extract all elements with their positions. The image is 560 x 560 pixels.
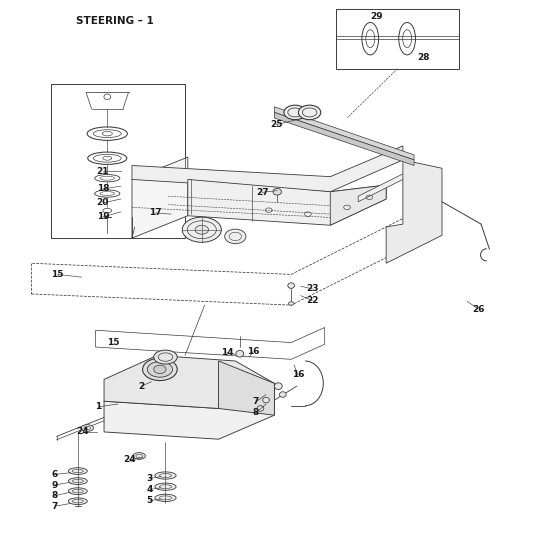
Text: 4: 4 [147, 485, 153, 494]
Text: 17: 17 [148, 208, 161, 217]
Text: 16: 16 [292, 371, 304, 380]
Text: 24: 24 [77, 427, 89, 436]
Text: 9: 9 [52, 480, 58, 489]
Ellipse shape [284, 105, 306, 120]
Polygon shape [358, 168, 425, 202]
Ellipse shape [154, 350, 177, 364]
Ellipse shape [274, 383, 282, 390]
Ellipse shape [155, 472, 176, 479]
Ellipse shape [182, 217, 221, 242]
Text: 8: 8 [52, 491, 58, 500]
Text: 24: 24 [123, 455, 136, 464]
Ellipse shape [225, 229, 246, 244]
Text: 8: 8 [253, 408, 259, 417]
Text: 28: 28 [417, 53, 430, 62]
Polygon shape [218, 361, 274, 415]
Polygon shape [274, 107, 414, 160]
Polygon shape [132, 146, 403, 192]
Text: 29: 29 [370, 12, 382, 21]
Ellipse shape [68, 498, 87, 505]
Ellipse shape [143, 358, 177, 381]
Polygon shape [188, 179, 386, 225]
Polygon shape [274, 113, 414, 166]
Ellipse shape [236, 351, 244, 357]
Ellipse shape [279, 392, 286, 397]
Ellipse shape [81, 424, 94, 431]
Text: 20: 20 [97, 198, 109, 207]
Polygon shape [104, 384, 274, 439]
Text: 7: 7 [52, 502, 58, 511]
Polygon shape [330, 185, 386, 225]
Polygon shape [132, 157, 188, 238]
Bar [51, 85, 185, 238]
Text: 15: 15 [52, 270, 64, 279]
Text: 5: 5 [147, 496, 153, 505]
Ellipse shape [288, 302, 294, 305]
Text: 14: 14 [221, 348, 234, 357]
Ellipse shape [154, 365, 166, 374]
Ellipse shape [155, 494, 176, 502]
Text: 26: 26 [472, 305, 484, 314]
Text: 23: 23 [306, 284, 319, 293]
Polygon shape [386, 160, 442, 263]
Ellipse shape [68, 478, 87, 484]
Text: 21: 21 [97, 166, 109, 176]
Text: 2: 2 [138, 381, 144, 391]
Text: 7: 7 [253, 397, 259, 406]
Text: 6: 6 [52, 470, 58, 479]
Ellipse shape [288, 283, 295, 288]
Text: STEERING – 1: STEERING – 1 [76, 16, 154, 26]
Ellipse shape [133, 452, 146, 459]
Text: 15: 15 [108, 338, 120, 347]
Text: 27: 27 [256, 188, 268, 197]
Ellipse shape [257, 405, 264, 411]
Text: 19: 19 [97, 212, 109, 221]
Text: 22: 22 [306, 296, 319, 305]
Ellipse shape [273, 188, 281, 195]
Text: 3: 3 [147, 474, 153, 483]
Ellipse shape [195, 225, 208, 234]
Text: 25: 25 [270, 120, 282, 129]
Ellipse shape [298, 105, 321, 120]
Text: 18: 18 [97, 184, 109, 193]
Polygon shape [104, 356, 274, 408]
Ellipse shape [263, 397, 269, 403]
Bar [336, 8, 459, 69]
Ellipse shape [155, 483, 176, 491]
Text: 1: 1 [95, 402, 101, 411]
Ellipse shape [68, 468, 87, 474]
Text: 16: 16 [247, 347, 259, 356]
Ellipse shape [68, 488, 87, 494]
Ellipse shape [147, 362, 172, 377]
